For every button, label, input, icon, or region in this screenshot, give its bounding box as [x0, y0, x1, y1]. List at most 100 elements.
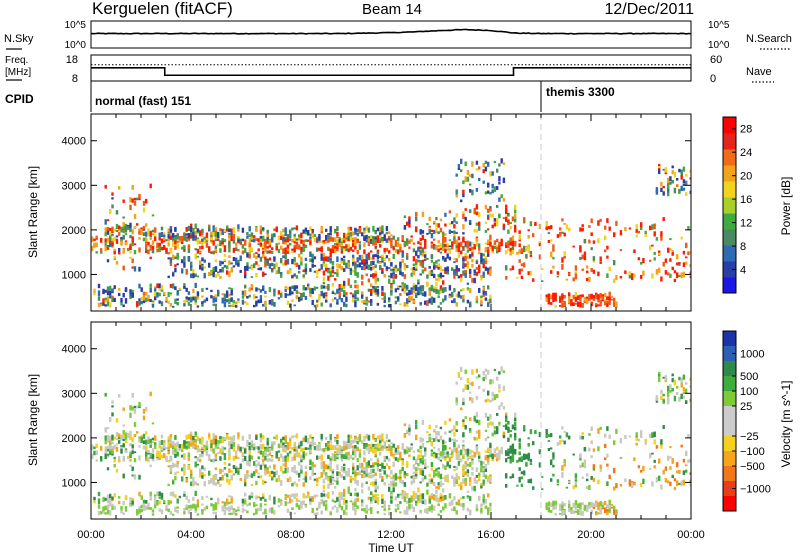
velocity-cell-613	[230, 436, 233, 440]
power-cell-2399	[658, 166, 661, 169]
velocity-cell-747	[259, 475, 263, 479]
power-cell-2222	[563, 222, 566, 225]
velocity-cell-73	[111, 405, 114, 408]
power-cell-1323	[367, 252, 371, 258]
velocity-cell-666	[241, 503, 245, 507]
power-cell-1985	[482, 262, 485, 268]
velocity-cell-658	[239, 477, 242, 481]
power-cell-1144	[338, 295, 341, 300]
velocity-cell-1258	[356, 492, 359, 497]
power-cell-104	[118, 288, 121, 291]
power-cell-472	[201, 295, 204, 298]
power-cell-1043	[322, 256, 326, 261]
velocity-cell-1732	[442, 451, 445, 456]
velocity-cell-1195	[347, 440, 350, 443]
velocity-cell-1470	[392, 487, 395, 493]
freq-tick-high: 18	[66, 54, 78, 66]
power-cell-89	[115, 230, 119, 232]
velocity-cell-325	[169, 469, 173, 475]
velocity-cell-696	[248, 461, 251, 467]
velocity-cell-1741	[442, 483, 445, 486]
power-cell-2073	[500, 158, 503, 164]
velocity-cell-2184	[550, 447, 553, 450]
power-cell-1239	[354, 231, 357, 235]
power-cell-2119	[514, 240, 517, 247]
velocity-cell-1300	[365, 481, 368, 485]
velocity-cell-2183	[547, 501, 551, 506]
power-cell-1002	[316, 247, 319, 252]
velocity-cell-924	[298, 504, 301, 510]
velocity-cell-379	[183, 441, 186, 444]
velocity-cell-1061	[325, 493, 328, 497]
power-cell-2290	[590, 247, 593, 251]
power-cell-1898	[469, 241, 472, 247]
velocity-cell-513	[210, 503, 213, 507]
velocity-cell-854	[284, 439, 287, 444]
velocity-cell-1547	[408, 430, 411, 436]
power-cell-1165	[343, 248, 346, 251]
power-cell-1188	[345, 264, 348, 269]
power-cell-1294	[363, 302, 366, 305]
power-cell-19	[100, 251, 103, 254]
velocity-cell-830	[280, 442, 283, 445]
power-cell-1442	[388, 237, 391, 241]
velocity-cell-1654	[428, 474, 431, 477]
power-cell-2045	[491, 183, 494, 189]
velocity-cell-166	[133, 451, 137, 454]
power-cell-1463	[390, 272, 393, 279]
power-cell-2080	[502, 198, 506, 202]
velocity-cell-1606	[419, 510, 422, 513]
velocity-cell-1284	[361, 474, 364, 478]
power-cell-1263	[356, 272, 359, 278]
power-cell-1866	[462, 257, 465, 262]
power-cell-1520	[403, 263, 407, 269]
velocity-cell-610	[228, 468, 231, 473]
velocity-cell-1349	[372, 464, 375, 468]
power-cell-1632	[424, 293, 427, 297]
velocity-cell-504	[210, 448, 213, 452]
velocity-cell-1278	[361, 508, 364, 511]
velocity-cell-2012	[487, 416, 490, 421]
power-cell-155	[131, 238, 134, 243]
power-cell-2354	[619, 276, 623, 279]
velocity-cell-821	[277, 443, 281, 449]
power-cell-1949	[475, 260, 479, 264]
power-cell-1484	[394, 300, 398, 305]
power-cell-1338	[370, 266, 373, 271]
power-cell-2405	[660, 181, 663, 187]
power-cell-1343	[372, 243, 375, 246]
power-cell-390	[185, 227, 188, 232]
velocity-cell-1775	[448, 430, 452, 433]
velocity-cell-972	[309, 446, 312, 450]
velocity-cell-1398	[379, 463, 382, 466]
velocity-cell-510	[210, 443, 213, 446]
power-cell-2355	[624, 227, 627, 232]
velocity-cell-2214	[561, 426, 564, 430]
velocity-cell-700	[250, 455, 254, 459]
power-cell-836	[280, 272, 283, 276]
power-cell-1428	[383, 258, 386, 262]
velocity-cell-2014	[487, 390, 490, 396]
velocity-cell-2028	[489, 449, 492, 455]
power-cell-79	[111, 288, 114, 292]
power-cell-890	[291, 291, 294, 295]
velocity-cell-2137	[520, 456, 524, 461]
power-colorbar-segment-2	[723, 245, 736, 262]
noise-right-tick-low: 10^0	[708, 40, 730, 51]
velocity-cell-616	[230, 495, 233, 500]
power-cell-1432	[385, 231, 389, 235]
power-cell-364	[178, 239, 182, 243]
power-cell-14	[97, 283, 101, 289]
velocity-cell-674	[244, 492, 247, 497]
power-cell-151	[129, 289, 132, 295]
velocity-cell-1873	[464, 424, 467, 430]
velocity-cell-789	[268, 447, 272, 454]
velocity-cell-692	[248, 445, 251, 451]
velocity-cell-771	[264, 481, 267, 484]
velocity-cell-101	[118, 440, 121, 444]
velocity-cell-1996	[484, 374, 488, 380]
velocity-cell-684	[246, 470, 249, 475]
velocity-cell-231	[149, 439, 152, 444]
velocity-cell-736	[257, 472, 260, 475]
velocity-cell-1792	[453, 447, 456, 453]
